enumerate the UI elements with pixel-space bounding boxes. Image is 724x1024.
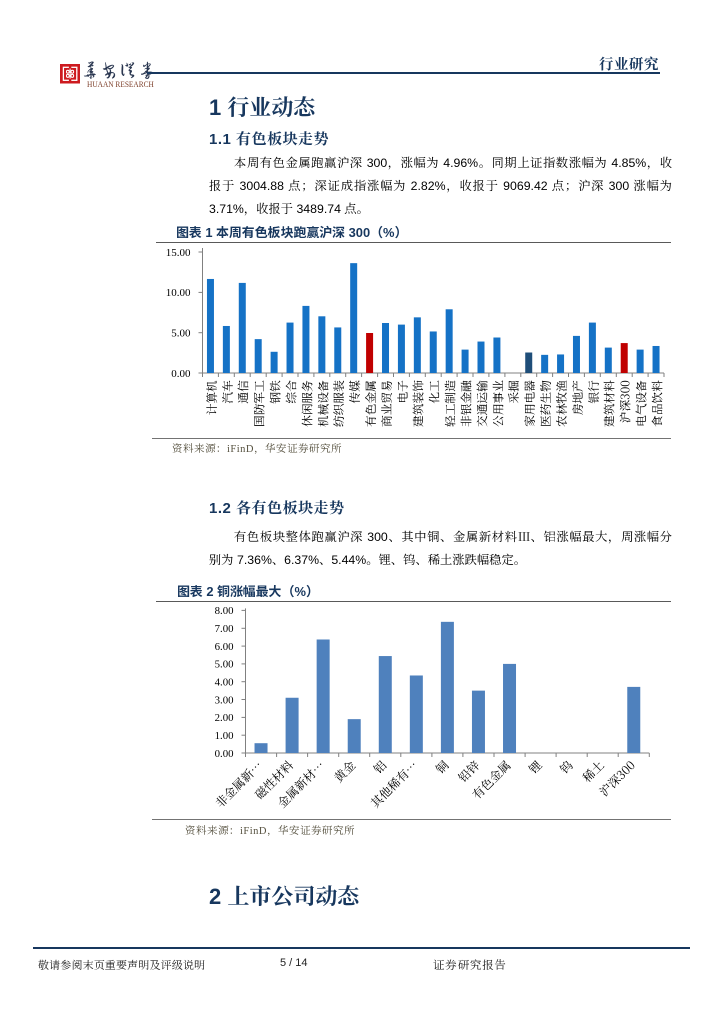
- svg-text:黄金: 黄金: [330, 757, 359, 786]
- svg-text:纺织服装: 纺织服装: [331, 380, 347, 427]
- svg-text:汽车: 汽车: [220, 380, 236, 404]
- svg-text:8.00: 8.00: [215, 605, 234, 617]
- svg-text:7.00: 7.00: [215, 623, 234, 635]
- svg-text:4.00: 4.00: [215, 677, 234, 689]
- svg-text:电气设备: 电气设备: [634, 380, 650, 427]
- svg-text:食品饮料: 食品饮料: [649, 380, 665, 427]
- svg-text:商业贸易: 商业贸易: [379, 380, 395, 427]
- svg-text:电子: 电子: [395, 380, 411, 403]
- svg-text:家用电器: 家用电器: [522, 380, 538, 427]
- svg-text:通信: 通信: [236, 380, 252, 404]
- svg-text:医药生物: 医药生物: [538, 380, 554, 427]
- svg-text:综合: 综合: [283, 380, 299, 404]
- svg-text:计算机: 计算机: [204, 380, 220, 415]
- svg-text:建筑材料: 建筑材料: [602, 380, 618, 428]
- svg-text:交通运输: 交通运输: [474, 380, 490, 427]
- svg-text:沪深300: 沪深300: [618, 380, 634, 423]
- svg-text:10.00: 10.00: [166, 287, 191, 299]
- svg-text:锂: 锂: [525, 756, 546, 777]
- svg-text:铜: 铜: [432, 757, 453, 778]
- svg-text:公用事业: 公用事业: [490, 380, 506, 427]
- svg-text:1.00: 1.00: [215, 730, 234, 742]
- svg-text:采掘: 采掘: [506, 380, 522, 404]
- svg-text:0.00: 0.00: [215, 748, 234, 760]
- svg-text:钨: 钨: [556, 757, 577, 778]
- svg-text:休闲服务: 休闲服务: [299, 380, 315, 427]
- svg-text:国防军工: 国防军工: [252, 380, 268, 427]
- svg-text:5.00: 5.00: [171, 328, 191, 340]
- svg-text:机械设备: 机械设备: [315, 380, 331, 427]
- svg-text:钢铁: 钢铁: [268, 380, 284, 404]
- svg-text:农林牧渔: 农林牧渔: [554, 380, 570, 427]
- svg-text:0.00: 0.00: [171, 368, 191, 380]
- svg-text:房地产: 房地产: [570, 380, 586, 415]
- svg-text:沪深300: 沪深300: [595, 757, 638, 800]
- svg-text:化工: 化工: [427, 380, 443, 404]
- svg-text:有色金属: 有色金属: [363, 380, 379, 427]
- svg-text:铝: 铝: [370, 757, 391, 778]
- svg-text:3.00: 3.00: [215, 694, 234, 706]
- svg-text:2.00: 2.00: [215, 712, 234, 724]
- svg-text:银行: 银行: [586, 380, 602, 404]
- svg-text:6.00: 6.00: [215, 641, 234, 653]
- svg-text:轻工制造: 轻工制造: [443, 380, 459, 427]
- svg-text:传媒: 传媒: [347, 380, 363, 404]
- svg-text:建筑装饰: 建筑装饰: [411, 380, 427, 428]
- svg-text:15.00: 15.00: [166, 247, 191, 259]
- svg-text:5.00: 5.00: [215, 659, 234, 671]
- svg-text:非银金融: 非银金融: [459, 380, 475, 427]
